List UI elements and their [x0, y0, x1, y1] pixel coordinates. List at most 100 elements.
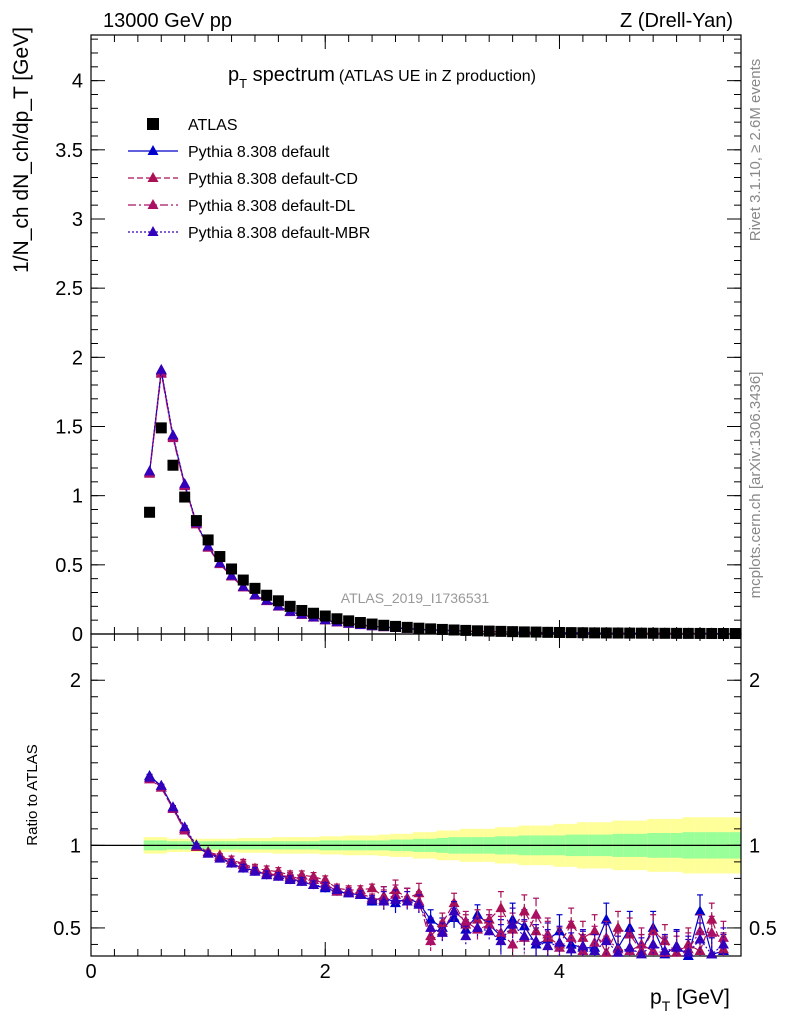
mc-marker-ratio: [354, 888, 366, 899]
xtick-label: 4: [554, 961, 565, 983]
mc-marker-ratio: [179, 821, 191, 832]
ratio-y-axis-label: Ratio to ATLAS: [24, 744, 41, 845]
data-point: [226, 563, 238, 575]
title-p: p: [228, 64, 239, 86]
mc-marker-ratio: [366, 893, 378, 904]
mc-marker-ratio: [518, 930, 530, 941]
mc-marker-ratio: [565, 931, 577, 942]
mc-marker-ratio: [671, 941, 683, 952]
data-point: [471, 625, 483, 637]
mc-marker-ratio: [682, 946, 694, 957]
data-point: [425, 623, 437, 635]
data-point: [202, 534, 214, 546]
mc-marker-ratio: [284, 874, 296, 885]
legend-label: Pythia 8.308 default-CD: [188, 171, 358, 188]
x-axis-label: pT [GeV]: [650, 986, 730, 1014]
data-point: [706, 627, 718, 639]
mc-marker-main: [167, 429, 179, 440]
mc-marker-ratio: [343, 887, 355, 898]
mc-marker-ratio: [659, 945, 671, 956]
xtick-label: 0: [85, 961, 96, 983]
mc-marker-ratio: [624, 941, 636, 952]
data-point: [261, 589, 273, 601]
xlabel-p: p: [650, 986, 662, 1009]
mc-marker-ratio: [436, 926, 448, 937]
data-point: [354, 617, 366, 629]
data-point: [495, 625, 507, 637]
header-left: 13000 GeV pp: [103, 10, 232, 32]
xlabel-sub: T: [662, 998, 671, 1014]
mc-marker-main: [155, 363, 167, 374]
data-point: [343, 615, 355, 627]
legend-label: ATLAS: [188, 117, 238, 134]
mc-marker-ratio: [413, 898, 425, 909]
mc-marker-ratio: [226, 857, 238, 868]
data-point: [542, 626, 554, 638]
mc-marker-main: [179, 477, 191, 488]
data-point: [296, 604, 308, 616]
mc-marker-ratio: [717, 938, 729, 949]
data-point: [565, 627, 577, 639]
mc-marker-ratio: [366, 882, 378, 893]
mc-marker-ratio: [495, 926, 507, 937]
mc-marker-ratio: [390, 893, 402, 904]
mc-marker-ratio: [460, 930, 472, 941]
data-point: [179, 491, 191, 503]
data-point: [671, 627, 683, 639]
data-point: [272, 595, 284, 607]
data-point: [717, 628, 729, 640]
main-ytick-label: 2.5: [55, 278, 83, 300]
data-point: [401, 621, 413, 633]
main-ytick-label: 0.5: [55, 555, 83, 577]
mc-marker-ratio: [272, 870, 284, 881]
legend-marker-triangle: [147, 226, 159, 236]
mc-marker-main: [226, 569, 238, 580]
mc-marker-ratio: [612, 946, 624, 957]
mc-marker-ratio: [600, 935, 612, 946]
mc-marker-ratio: [589, 945, 601, 956]
mc-marker-ratio: [507, 918, 519, 929]
mc-marker-ratio: [624, 921, 636, 932]
mc-marker-ratio: [542, 940, 554, 951]
mc-marker-ratio: [542, 928, 554, 939]
data-point: [237, 574, 249, 586]
data-point: [190, 515, 202, 527]
mc-marker-ratio: [483, 925, 495, 936]
ratio-plot-frame: [90, 633, 742, 957]
mc-marker-ratio: [647, 925, 659, 936]
mc-marker-ratio: [155, 779, 167, 790]
legend-marker-square: [147, 118, 159, 130]
mc-marker-ratio: [471, 921, 483, 932]
data-point: [729, 628, 741, 640]
mc-marker-ratio: [331, 883, 343, 894]
mc-marker-ratio: [553, 936, 565, 947]
data-point: [635, 627, 647, 639]
legend-label: Pythia 8.308 default-MBR: [188, 225, 370, 242]
data-point: [155, 422, 167, 434]
ratio-ytick-label-right: 0.5: [749, 918, 777, 940]
main-ytick-label: 3: [72, 209, 83, 231]
mc-marker-ratio: [401, 895, 413, 906]
data-point: [366, 618, 378, 630]
axes-frames: [90, 34, 742, 957]
xlabel-unit: [GeV]: [670, 986, 730, 1009]
main-ytick-label: 1: [72, 486, 83, 508]
mc-marker-ratio: [448, 912, 460, 923]
mc-marker-ratio: [261, 869, 273, 880]
mc-marker-ratio: [495, 935, 507, 946]
data-point: [682, 627, 694, 639]
mc-marker-ratio: [530, 908, 542, 919]
mc-marker-ratio: [167, 801, 179, 812]
data-point: [413, 622, 425, 634]
mc-marker-ratio: [214, 852, 226, 863]
main-ytick-label: 3.5: [55, 140, 83, 162]
mc-marker-ratio: [624, 928, 636, 939]
mc-marker-ratio: [694, 905, 706, 916]
main-ytick-label: 1.5: [55, 416, 83, 438]
side-text-bottom: mcplots.cern.ch [arXiv:1306.3436]: [747, 372, 764, 599]
mc-marker-ratio: [425, 935, 437, 946]
mc-marker-ratio: [706, 926, 718, 937]
title-paren: (ATLAS UE in Z production): [339, 68, 536, 85]
legend-marker-triangle: [147, 199, 159, 209]
